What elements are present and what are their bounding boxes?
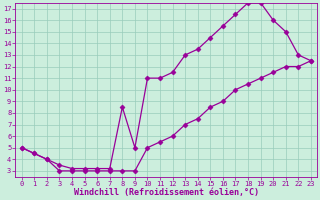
X-axis label: Windchill (Refroidissement éolien,°C): Windchill (Refroidissement éolien,°C) — [74, 188, 259, 197]
